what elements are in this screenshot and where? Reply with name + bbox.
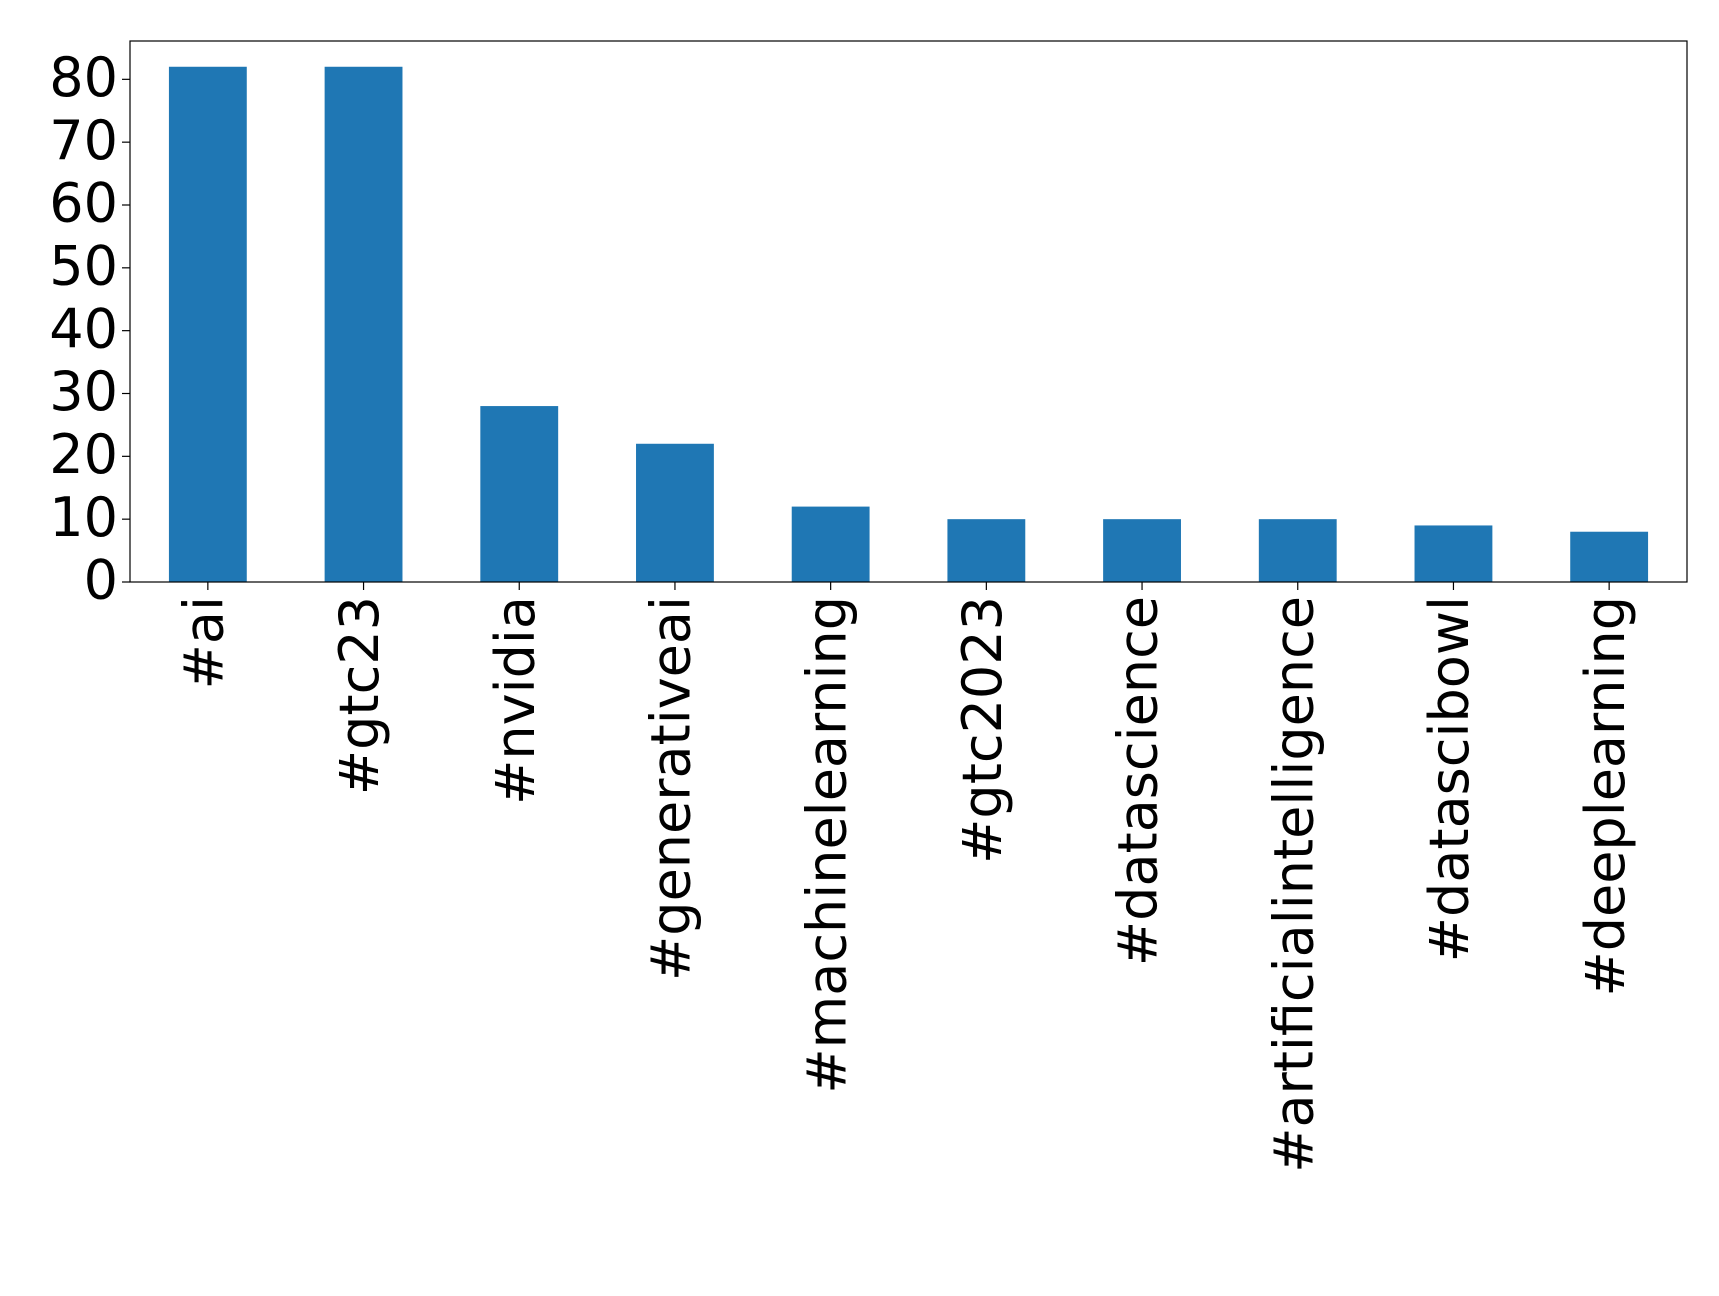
bar — [1570, 531, 1649, 582]
x-tick-label: #generativeai — [640, 596, 703, 981]
x-tick-label: #machinelearning — [795, 596, 858, 1094]
y-tick-label: 40 — [49, 297, 118, 360]
bar — [1414, 525, 1493, 582]
y-tick-label: 50 — [49, 234, 118, 297]
x-tick-label: #gtc23 — [328, 596, 391, 795]
bar — [1103, 519, 1181, 582]
bar — [324, 66, 403, 582]
x-tick-label: #datascience — [1107, 596, 1170, 966]
bar — [947, 519, 1026, 582]
bar — [168, 66, 247, 582]
y-tick-label: 10 — [49, 486, 118, 549]
bar — [791, 506, 870, 582]
y-tick-label: 70 — [49, 109, 118, 172]
x-tick-label: #gtc2023 — [951, 596, 1014, 864]
y-tick-label: 60 — [49, 172, 118, 235]
x-tick-label: #datascibowl — [1418, 596, 1481, 962]
y-tick-label: 80 — [49, 46, 118, 109]
bar — [1258, 519, 1337, 582]
bar — [480, 406, 559, 582]
bar — [636, 443, 714, 582]
y-tick-label: 0 — [84, 549, 118, 612]
x-tick-label: #deeplearning — [1574, 596, 1637, 997]
y-tick-label: 20 — [49, 423, 118, 486]
x-tick-label: #nvidia — [484, 596, 547, 805]
plot-frame — [129, 40, 1688, 583]
x-tick-label: #ai — [172, 596, 235, 689]
x-tick-label: #artificialintelligence — [1262, 596, 1325, 1173]
y-tick-label: 30 — [49, 360, 118, 423]
